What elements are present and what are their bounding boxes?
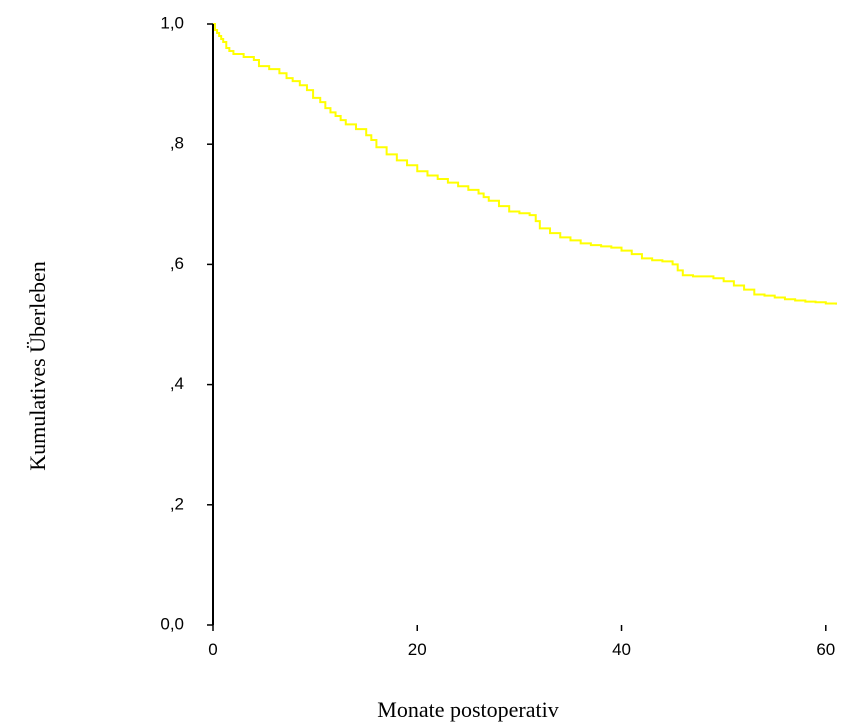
tick-labels: 0,0 ,2 ,4 ,6 ,8 1,0 0 20 40 60 [160, 13, 835, 659]
y-tick-label: ,4 [170, 374, 184, 393]
y-axis-title: Kumulatives Überleben [25, 261, 50, 471]
y-tick-label: ,2 [170, 494, 184, 513]
x-tick-label: 60 [816, 640, 835, 659]
y-tick-label: 1,0 [160, 13, 184, 32]
x-tick-label: 20 [408, 640, 427, 659]
y-tick-label: ,6 [170, 254, 184, 273]
y-tick-label: 0,0 [160, 614, 184, 633]
axes [207, 23, 827, 631]
x-tick-label: 0 [208, 640, 217, 659]
curve-layer [213, 23, 837, 305]
x-axis-title: Monate postoperativ [377, 697, 558, 722]
x-tick-label: 40 [612, 640, 631, 659]
survival-curve-0 [213, 23, 837, 305]
y-tick-label: ,8 [170, 134, 184, 153]
